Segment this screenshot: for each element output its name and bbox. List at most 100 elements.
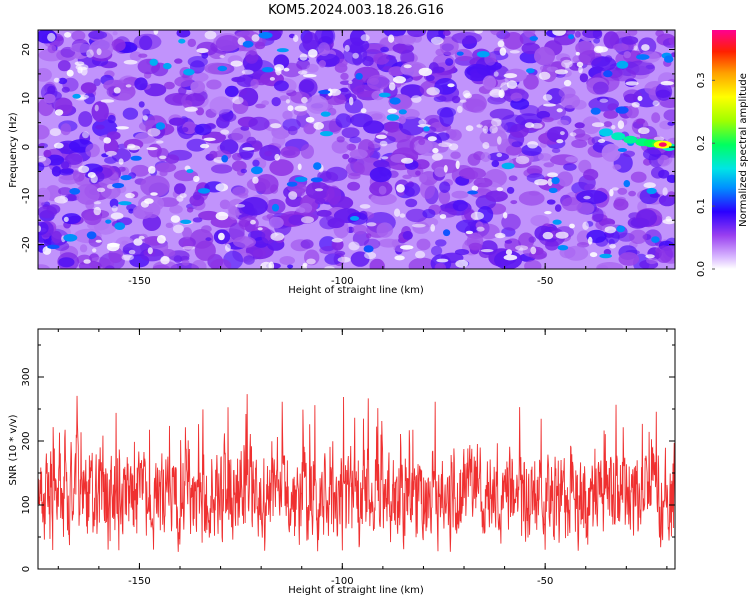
heatmap-cell bbox=[105, 150, 117, 156]
heatmap-cell bbox=[554, 204, 562, 212]
heatmap-cell bbox=[403, 182, 421, 197]
heatmap-cell bbox=[612, 43, 629, 52]
heatmap-cell bbox=[448, 143, 459, 151]
heatmap-cell bbox=[327, 217, 345, 229]
heatmap-cell bbox=[496, 152, 503, 158]
heatmap-cell bbox=[544, 211, 552, 215]
heatmap-cell bbox=[251, 34, 260, 42]
heatmap-cell bbox=[633, 45, 638, 51]
heatmap-cell bbox=[655, 245, 673, 263]
heatmap-cell bbox=[547, 178, 553, 187]
heatmap-cell bbox=[186, 169, 194, 174]
heatmap-cell bbox=[250, 78, 259, 89]
heatmap-cell bbox=[86, 49, 94, 58]
heatmap-cell bbox=[425, 74, 435, 82]
heatmap-cell bbox=[376, 222, 394, 238]
heatmap-cell bbox=[186, 207, 194, 213]
heatmap-cell bbox=[318, 90, 331, 95]
heatmap-cell bbox=[503, 212, 508, 219]
heatmap-cell bbox=[58, 77, 68, 85]
heatmap-cell bbox=[482, 125, 489, 134]
heatmap-cell bbox=[335, 113, 352, 128]
heatmap-cell bbox=[75, 183, 100, 205]
heatmap-cell bbox=[587, 236, 593, 245]
heatmap-cell bbox=[169, 204, 183, 214]
heatmap-cell bbox=[112, 182, 125, 189]
heatmap-cell bbox=[204, 30, 217, 40]
heatmap-cell bbox=[418, 67, 433, 77]
heatmap-cell bbox=[631, 102, 640, 108]
heatmap-cell bbox=[518, 232, 535, 249]
heatmap-cell bbox=[118, 158, 124, 165]
heatmap-cell bbox=[42, 246, 52, 255]
heatmap-cell bbox=[369, 258, 385, 269]
heatmap-cell bbox=[664, 55, 674, 63]
heatmap-cell bbox=[49, 128, 62, 137]
heatmap-cell bbox=[609, 68, 637, 82]
heatmap-cell bbox=[504, 240, 513, 244]
heatmap-cell bbox=[497, 40, 505, 48]
heatmap-cell bbox=[274, 64, 285, 71]
heatmap-cell bbox=[555, 231, 569, 239]
heatmap-cell bbox=[509, 50, 520, 54]
heatmap-cell bbox=[393, 76, 406, 84]
heatmap-cell bbox=[653, 136, 665, 142]
heatmap-cell bbox=[563, 79, 572, 87]
heatmap-cell bbox=[218, 232, 225, 241]
heatmap-cell bbox=[627, 30, 638, 36]
heatmap-cell bbox=[170, 215, 181, 223]
heatmap-cell bbox=[174, 183, 186, 195]
heatmap-cell bbox=[138, 53, 148, 58]
heatmap-cell bbox=[93, 78, 101, 87]
heatmap-cell bbox=[646, 187, 657, 195]
heatmap-cell bbox=[238, 89, 248, 96]
heatmap-cell bbox=[204, 62, 231, 75]
heatmap-cells bbox=[38, 30, 675, 269]
heatmap-cell bbox=[111, 38, 126, 52]
heatmap-cell bbox=[38, 205, 58, 219]
heatmap-cell bbox=[303, 74, 317, 78]
heatmap-y-axis-label: Frequency (Hz) bbox=[8, 112, 19, 188]
heatmap-cell bbox=[282, 110, 293, 120]
heatmap-cell bbox=[400, 245, 414, 250]
heatmap-cell bbox=[344, 98, 363, 114]
heatmap-peak-cell bbox=[611, 132, 626, 141]
heatmap-cell bbox=[321, 30, 336, 46]
heatmap-cell bbox=[149, 58, 158, 66]
heatmap-cell bbox=[39, 142, 45, 147]
heatmap-cell bbox=[123, 59, 138, 65]
colorbar-label: Normalized spectral amplitude bbox=[738, 73, 749, 227]
heatmap-cell bbox=[530, 246, 537, 255]
heatmap-cell bbox=[63, 234, 78, 242]
heatmap-cell bbox=[603, 121, 613, 128]
heatmap-cell bbox=[47, 85, 56, 95]
heatmap-cell bbox=[89, 39, 114, 59]
heatmap-cell bbox=[38, 162, 45, 172]
heatmap-cell bbox=[360, 108, 367, 114]
heatmap-cell bbox=[456, 105, 463, 113]
heatmap-cell bbox=[546, 126, 569, 143]
heatmap-cell bbox=[138, 235, 145, 240]
heatmap-cell bbox=[458, 167, 486, 180]
heatmap-cell bbox=[196, 48, 209, 54]
heatmap-cell bbox=[117, 166, 126, 172]
heatmap-cell bbox=[557, 171, 573, 187]
heatmap-cell bbox=[306, 258, 316, 265]
heatmap-cell bbox=[400, 84, 425, 99]
heatmap-cell bbox=[515, 155, 530, 165]
heatmap-cell bbox=[551, 177, 560, 185]
heatmap-cell bbox=[53, 241, 70, 251]
heatmap-cell bbox=[581, 116, 601, 134]
heatmap-cell bbox=[220, 129, 230, 135]
heatmap-cell bbox=[430, 36, 444, 45]
heatmap-cell bbox=[51, 230, 62, 244]
heatmap-cell bbox=[70, 43, 92, 53]
heatmap-cell bbox=[538, 153, 552, 161]
heatmap-cell bbox=[310, 177, 323, 183]
heatmap-cell bbox=[467, 190, 478, 195]
heatmap-cell bbox=[224, 85, 239, 97]
heatmap-cell bbox=[58, 187, 72, 196]
heatmap-cell bbox=[506, 186, 515, 194]
heatmap-cell bbox=[301, 216, 314, 224]
heatmap-cell bbox=[443, 165, 448, 173]
